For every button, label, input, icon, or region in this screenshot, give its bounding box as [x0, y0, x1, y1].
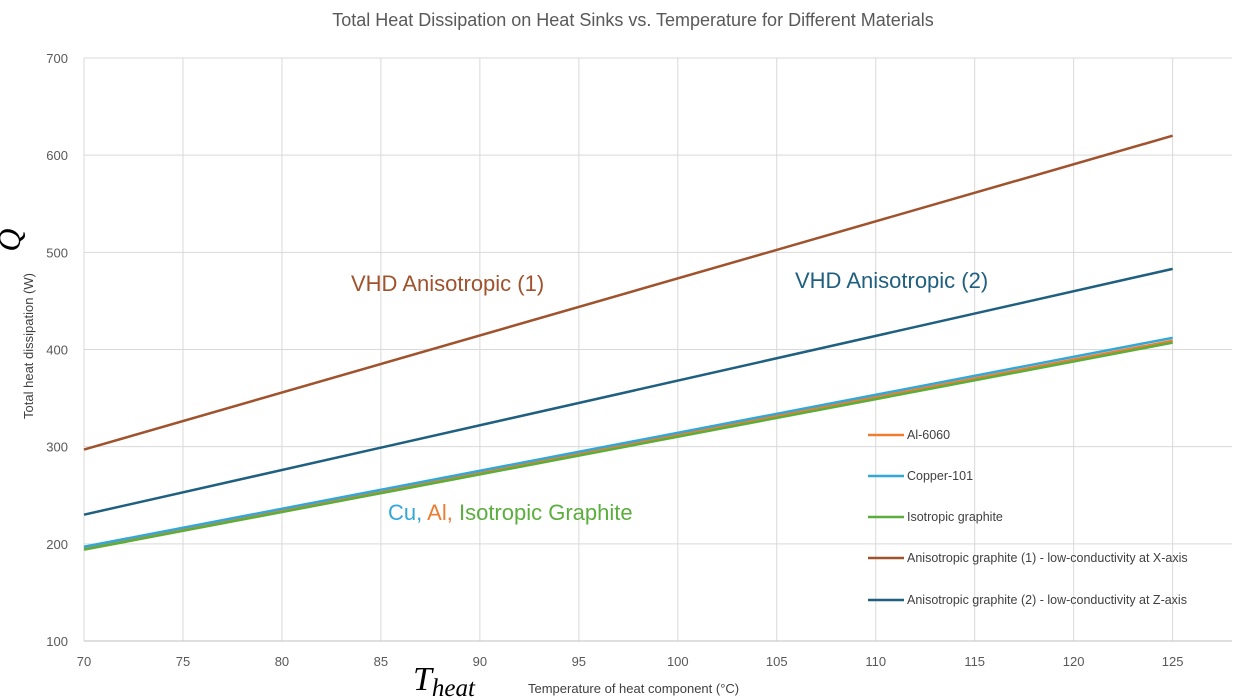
annotation-vhd-1: VHD Anisotropic (1) [351, 271, 544, 296]
x-tick-label: 75 [176, 654, 190, 669]
x-axis-symbol-sub: heat [432, 675, 476, 700]
x-tick-label: 70 [77, 654, 91, 669]
series-line-4 [83, 134, 1173, 451]
annotation-isotropic: Isotropic Graphite [459, 500, 633, 525]
y-axis-symbol: Q [0, 228, 27, 251]
annotation-al: Al, [427, 500, 453, 525]
x-tick-label: 95 [572, 654, 586, 669]
legend-label: Al-6060 [907, 428, 950, 442]
x-axis-symbol: Theat [413, 661, 476, 700]
legend-label: Copper-101 [907, 469, 973, 483]
x-tick-label: 80 [275, 654, 289, 669]
series-line-5 [83, 267, 1173, 516]
series-lines [83, 134, 1173, 551]
x-tick-label: 90 [473, 654, 487, 669]
y-tick-label: 300 [46, 440, 68, 455]
legend-label: Isotropic graphite [907, 510, 1003, 524]
annotation-isotropic-group: Cu, Al, Isotropic Graphite [388, 500, 633, 525]
x-tick-label: 110 [865, 654, 886, 669]
x-tick-label: 115 [964, 654, 985, 669]
y-tick-label: 400 [46, 343, 68, 358]
series-line-3 [83, 341, 1173, 551]
x-axis-label: Temperature of heat component (°C) [528, 681, 739, 696]
legend-label: Anisotropic graphite (1) - low-conductiv… [907, 551, 1188, 565]
y-axis-label: Total heat dissipation (W) [21, 273, 36, 419]
x-axis-symbol-main: T [413, 661, 434, 698]
axes: 70 75 80 85 90 95 100 105 110 115 120 125 100 200 300 4… [46, 51, 1232, 669]
x-tick-label: 85 [374, 654, 388, 669]
y-tick-label: 500 [46, 245, 68, 260]
x-tick-label: 100 [667, 654, 689, 669]
x-tick-label: 125 [1162, 654, 1184, 669]
x-tick-label: 120 [1063, 654, 1085, 669]
annotation-cu: Cu, [388, 500, 422, 525]
legend: Al-6060 Copper-101 Isotropic graphite Aniso… [868, 428, 1188, 607]
y-tick-label: 200 [46, 537, 68, 552]
series-line-2 [83, 336, 1173, 548]
annotation-vhd-2: VHD Anisotropic (2) [795, 268, 988, 293]
y-tick-label: 700 [46, 51, 68, 66]
x-tick-label: 105 [766, 654, 788, 669]
chart-title: Total Heat Dissipation on Heat Sinks vs.… [332, 10, 934, 30]
series-line-1 [83, 339, 1173, 549]
y-tick-label: 100 [46, 634, 68, 649]
legend-label: Anisotropic graphite (2) - low-conductiv… [907, 593, 1187, 607]
y-tick-label: 600 [46, 148, 68, 163]
